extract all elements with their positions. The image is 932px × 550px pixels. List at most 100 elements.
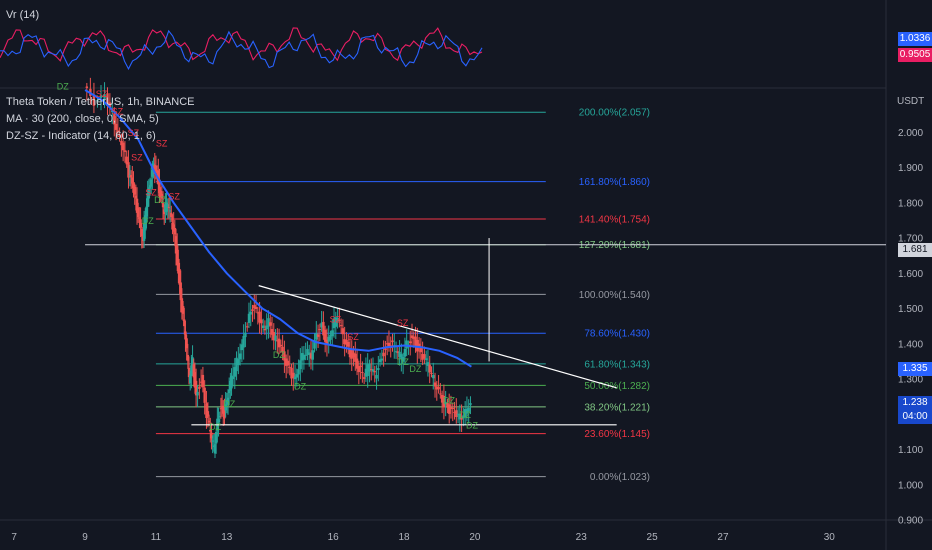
candle-body [167, 207, 171, 209]
zone-label: SZ [156, 138, 168, 148]
candle-body [179, 282, 182, 301]
fib-level-label: 50.00%(1.282) [584, 381, 650, 392]
candle-body [176, 245, 179, 266]
candle-body [277, 338, 281, 348]
candle-body [244, 332, 247, 338]
zone-label: DZ [57, 81, 69, 91]
candle-body [329, 334, 332, 340]
candle-body [231, 376, 235, 380]
candle-body [316, 334, 320, 337]
candle-body [414, 336, 417, 347]
zone-label: SZ [397, 318, 409, 328]
candle-body [462, 415, 465, 419]
price-tick-label: 1.900 [898, 163, 923, 174]
candle-body [224, 404, 227, 411]
candle-body [373, 371, 376, 373]
candle-body [417, 343, 421, 347]
time-tick-label: 11 [151, 532, 162, 543]
candle-body [258, 311, 261, 323]
fib-level-label: 127.20%(1.681) [579, 240, 650, 251]
price-tick-label: 1.400 [898, 339, 923, 350]
candle-body [111, 110, 114, 113]
candle-body [341, 328, 345, 335]
candle-body [116, 130, 120, 133]
candle-body [108, 102, 112, 108]
candle-body [350, 349, 353, 359]
candle-body [245, 326, 249, 328]
candle-body [432, 375, 435, 379]
candle-body [323, 329, 327, 342]
candle-body [123, 150, 127, 152]
candle-body [274, 335, 277, 341]
vr-line-red [0, 27, 483, 62]
candle-body [261, 325, 265, 329]
candle-body [378, 359, 382, 363]
fib-level-label: 23.60%(1.145) [584, 429, 650, 440]
candle-body [437, 386, 440, 390]
legend-dzsz[interactable]: DZ-SZ - Indicator (14, 60, 1, 6) [6, 130, 156, 142]
candle-body [458, 413, 462, 420]
candle-body [174, 236, 178, 254]
candle-body [192, 364, 195, 378]
candle-body [412, 336, 415, 339]
price-tick-label: 1.300 [898, 375, 923, 386]
candle-body [170, 212, 173, 218]
candle-body [256, 312, 260, 314]
descending-trendline[interactable] [258, 285, 617, 389]
legend-ma[interactable]: MA · 30 (200, close, 0, SMA, 5) [6, 113, 159, 125]
candle-body [238, 353, 242, 360]
candle-body [185, 338, 188, 349]
candle-body [114, 123, 118, 130]
candle-body [166, 204, 169, 208]
legend-symbol[interactable]: Theta Token / TetherUS, 1h, BINANCE [6, 96, 195, 108]
candle-body [160, 193, 164, 199]
candle-body [206, 411, 210, 417]
candle-body [318, 328, 322, 330]
candle-body [293, 376, 297, 380]
candle-body [144, 215, 147, 231]
price-tick-label: 1.800 [898, 198, 923, 209]
candle-body [311, 350, 314, 360]
candle-body [103, 94, 106, 99]
candle-body [213, 444, 217, 454]
hline-price-badge: 1.681 [898, 243, 932, 257]
zone-label: SZ [131, 152, 143, 162]
candle-body [181, 306, 185, 314]
candle-body [177, 258, 180, 274]
candle-body [180, 298, 184, 313]
vr-line-blue [0, 29, 483, 71]
candle-body [338, 319, 341, 321]
candle-body [184, 331, 187, 340]
time-tick-label: 25 [647, 532, 659, 543]
candle-body [309, 353, 313, 359]
candle-body [193, 372, 197, 388]
candle-body [235, 357, 238, 372]
candle-body [249, 311, 252, 315]
candle-body [150, 179, 153, 187]
vr-value-blue-badge: 1.0336 [898, 32, 932, 46]
candle-body [209, 429, 212, 432]
candle-body [426, 362, 430, 366]
candle-body [281, 346, 284, 352]
candle-body [198, 386, 201, 389]
fib-level-label: 0.00%(1.023) [590, 472, 650, 483]
candle-body [451, 407, 454, 409]
candle-body [327, 336, 330, 342]
candle-body [283, 351, 286, 361]
indicator-pane-title[interactable]: Vr (14) [6, 9, 40, 21]
candle-body [362, 377, 366, 379]
time-tick-label: 27 [717, 532, 729, 543]
candle-body [138, 217, 141, 219]
candle-body [201, 374, 205, 388]
candle-body [154, 165, 158, 174]
candle-body [332, 318, 336, 329]
candle-body [419, 347, 423, 353]
candle-body [370, 369, 373, 371]
last-price-badge: 1.238 [898, 396, 932, 410]
zone-label: DZ [459, 410, 471, 420]
candle-body [357, 366, 361, 373]
candle-body [416, 339, 419, 352]
fib-level-label: 200.00%(2.057) [579, 108, 650, 119]
